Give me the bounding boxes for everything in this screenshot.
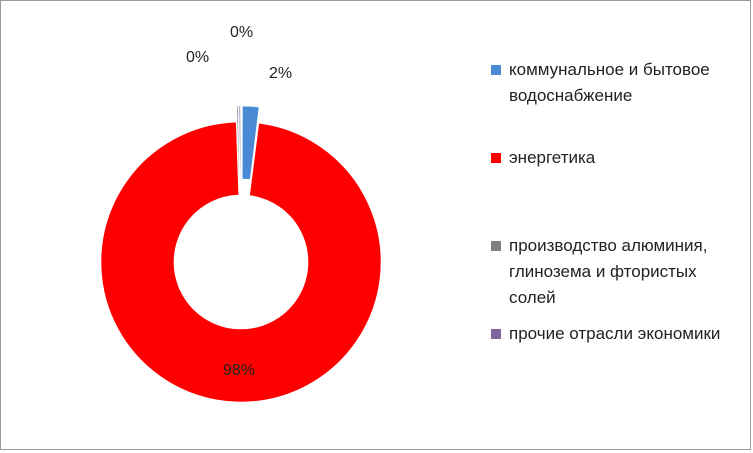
legend-swatch-aluminium: [491, 241, 501, 251]
legend-swatch-energy: [491, 153, 501, 163]
data-label-communal: 2%: [269, 65, 292, 82]
legend-label-energy: энергетика: [509, 148, 596, 167]
legend-swatch-other: [491, 329, 501, 339]
legend-swatch-communal: [491, 65, 501, 75]
legend-item-communal: коммунальное и бытовое водоснабжение: [491, 57, 741, 109]
data-label-aluminium: 0%: [186, 49, 209, 66]
slice-energy: [100, 121, 382, 403]
legend-item-other: прочие отрасли экономики: [491, 321, 741, 347]
data-label-energy: 98%: [223, 362, 255, 379]
data-label-other: 0%: [230, 24, 253, 41]
slice-other: [238, 105, 241, 180]
donut-slices: [100, 105, 382, 403]
legend-label-communal: коммунальное и бытовое водоснабжение: [509, 60, 710, 105]
legend-label-other: прочие отрасли экономики: [509, 324, 721, 343]
slice-communal: [241, 105, 260, 180]
data-labels: 2% 98% 0% 0%: [186, 24, 292, 379]
legend-item-aluminium: производство алюминия, глинозема и фтори…: [491, 233, 741, 311]
legend-label-aluminium: производство алюминия, глинозема и фтори…: [509, 236, 708, 307]
slice-aluminium: [236, 105, 240, 180]
legend-item-energy: энергетика: [491, 145, 741, 171]
